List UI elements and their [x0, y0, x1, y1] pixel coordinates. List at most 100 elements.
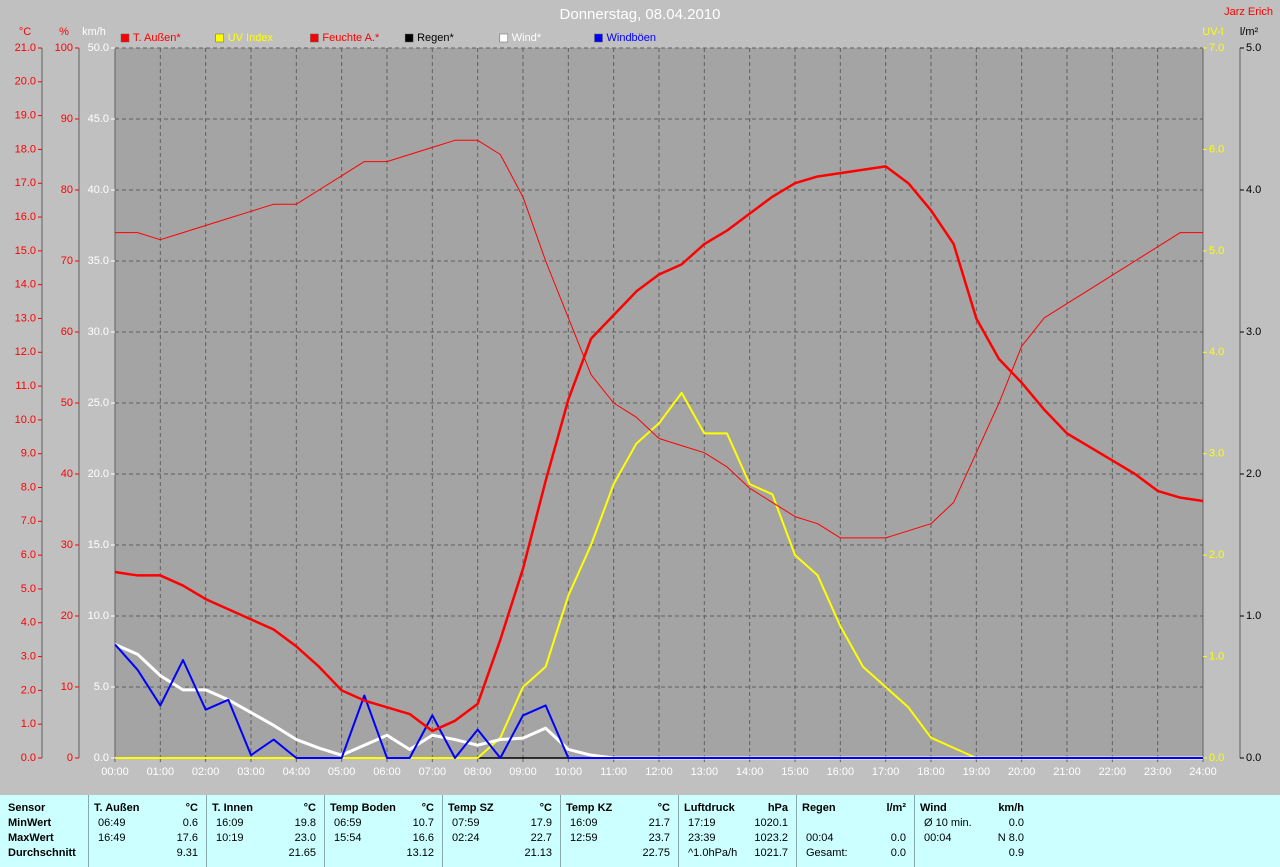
y-tick-label: 8.0 — [21, 481, 36, 493]
chart: Donnerstag, 08.04.2010 Jarz Erich °C 0.0 1… — [14, 5, 1273, 778]
axis-title: l/m² — [1240, 26, 1259, 38]
legend-swatch — [215, 33, 224, 43]
legend-label: Regen* — [417, 32, 454, 44]
table-cell: Ø 10 min. — [924, 817, 972, 829]
series-line — [114, 165, 1204, 733]
table-cell: 06:49 — [98, 817, 126, 829]
y-tick-label: 10.0 — [88, 610, 109, 622]
y-tick-label: 40 — [61, 468, 73, 480]
table-cell: 23.7 — [648, 832, 670, 844]
x-tick-label: 04:00 — [283, 766, 311, 778]
y-tick-label: 4.0 — [1209, 346, 1224, 358]
x-tick-label: 15:00 — [781, 766, 809, 778]
table-cell: 22.75 — [642, 847, 670, 859]
table-cell: Regen — [802, 802, 836, 814]
table-cell: 21.65 — [288, 847, 316, 859]
table-cell: 15:54 — [334, 832, 362, 844]
y-tick-label: 7.0 — [1209, 42, 1224, 54]
y-tick-label: 5.0 — [94, 681, 109, 693]
table-cell: Temp Boden — [330, 802, 396, 814]
table-cell: Sensor — [8, 802, 46, 814]
x-tick-label: 01:00 — [147, 766, 175, 778]
table-cell: 19.8 — [294, 817, 316, 829]
legend-swatch — [499, 33, 509, 43]
table-cell: 00:04 — [806, 832, 834, 844]
table-cell: MinWert — [8, 817, 52, 829]
table-cell: ^1.0hPa/h — [688, 847, 738, 859]
table-cell: 06:59 — [334, 817, 362, 829]
y-tick-label: 45.0 — [88, 113, 109, 125]
table-cell: 13.12 — [406, 847, 434, 859]
y-tick-label: 9.0 — [21, 448, 36, 460]
x-tick-label: 17:00 — [872, 766, 900, 778]
table-cell: °C — [657, 802, 670, 814]
legend-swatch — [404, 33, 414, 43]
y-tick-label: 80 — [61, 184, 73, 196]
y-tick-label: 3.0 — [1246, 326, 1261, 338]
y-tick-label: 5.0 — [21, 583, 36, 595]
y-tick-label: 0.0 — [1246, 752, 1261, 764]
table-cell: T. Außen — [94, 802, 140, 814]
column-separator — [442, 795, 443, 867]
y-tick-label: 5.0 — [1246, 42, 1261, 54]
y-tick-label: 4.0 — [1246, 184, 1261, 196]
x-tick-label: 18:00 — [917, 766, 945, 778]
table-cell: Temp KZ — [566, 802, 613, 814]
table-cell: 1020.1 — [754, 817, 788, 829]
chart-title: Donnerstag, 08.04.2010 — [560, 6, 721, 23]
column-separator — [678, 795, 679, 867]
legend-label: Wind* — [512, 32, 542, 44]
y-tick-label: 14.0 — [15, 279, 36, 291]
table-cell: 10:19 — [216, 832, 244, 844]
x-tick-label: 24:00 — [1189, 766, 1217, 778]
y-tick-label: 50 — [61, 397, 73, 409]
table-cell: 23:39 — [688, 832, 716, 844]
table-cell: Temp SZ — [448, 802, 494, 814]
x-tick-label: 19:00 — [963, 766, 991, 778]
table-cell: km/h — [998, 802, 1024, 814]
axis-title: UV-I — [1202, 26, 1223, 38]
y-tick-label: 2.0 — [1209, 549, 1224, 561]
y-tick-label: 30.0 — [88, 326, 109, 338]
x-tick-label: 23:00 — [1144, 766, 1172, 778]
axis-title: °C — [19, 26, 31, 38]
table-cell: 0.0 — [890, 847, 906, 859]
y-tick-label: 7.0 — [21, 515, 36, 527]
column-separator — [560, 795, 561, 867]
table-cell: Gesamt: — [806, 847, 848, 859]
y-tick-label: 1.0 — [1209, 650, 1224, 662]
y-tick-label: 12.0 — [15, 346, 36, 358]
table-cell: 0.0 — [890, 832, 906, 844]
x-tick-label: 02:00 — [192, 766, 220, 778]
table-cell: 21.13 — [524, 847, 552, 859]
y-tick-label: 21.0 — [15, 42, 36, 54]
y-tick-label: 3.0 — [21, 650, 36, 662]
y-tick-label: 1.0 — [1246, 610, 1261, 622]
x-tick-label: 20:00 — [1008, 766, 1036, 778]
y-tick-label: 0.0 — [21, 752, 36, 764]
table-cell: 17.9 — [530, 817, 552, 829]
table-cell: 17:19 — [688, 817, 716, 829]
column-separator — [914, 795, 915, 867]
x-tick-label: 14:00 — [736, 766, 764, 778]
x-tick-label: 08:00 — [464, 766, 492, 778]
table-cell: 07:59 — [452, 817, 480, 829]
column-separator — [206, 795, 207, 867]
y-tick-label: 19.0 — [15, 110, 36, 122]
y-tick-label: 0 — [67, 752, 73, 764]
y-tick-label: 25.0 — [88, 397, 109, 409]
table-cell: 0.6 — [182, 817, 198, 829]
legend-swatch — [120, 33, 130, 43]
y-tick-label: 13.0 — [15, 312, 36, 324]
table-cell: 00:04 — [924, 832, 952, 844]
table-cell: °C — [303, 802, 316, 814]
legend-swatch — [310, 33, 319, 43]
legend-label: Feuchte A.* — [322, 32, 380, 44]
y-tick-label: 60 — [61, 326, 73, 338]
x-tick-label: 21:00 — [1053, 766, 1081, 778]
table-cell: °C — [421, 802, 434, 814]
y-tick-label: 20 — [61, 610, 73, 622]
table-cell: Wind — [920, 802, 947, 814]
x-tick-label: 07:00 — [419, 766, 447, 778]
